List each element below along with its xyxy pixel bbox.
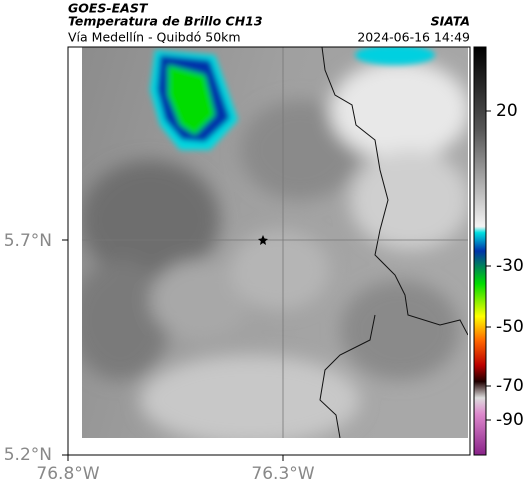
colorbar-tick-label: -70 — [496, 376, 524, 396]
satellite-image — [82, 47, 468, 438]
timestamp: 2024-06-16 14:49 — [357, 30, 470, 45]
subtitle: Vía Medellín - Quibdó 50km — [68, 30, 241, 45]
colorbar-tick-label: 20 — [496, 101, 518, 121]
title: Temperatura de Brillo CH13 — [68, 14, 263, 29]
lat-label: 5.2°N — [4, 445, 52, 465]
lon-label: 76.3°W — [251, 464, 314, 484]
colorbar-ticks: 20 -30 -50 -70 -90 — [486, 101, 524, 430]
colorbar-tick-label: -30 — [496, 256, 524, 276]
colorbar-tick-label: -90 — [496, 410, 524, 430]
agency: SIATA — [431, 14, 470, 29]
lon-label: 76.8°W — [36, 464, 99, 484]
lat-label: 5.7°N — [4, 231, 52, 251]
map-frame — [67, 46, 471, 456]
source: GOES-EAST — [68, 1, 149, 16]
colorbar — [473, 46, 487, 456]
colorbar-tick-label: -50 — [496, 317, 524, 337]
